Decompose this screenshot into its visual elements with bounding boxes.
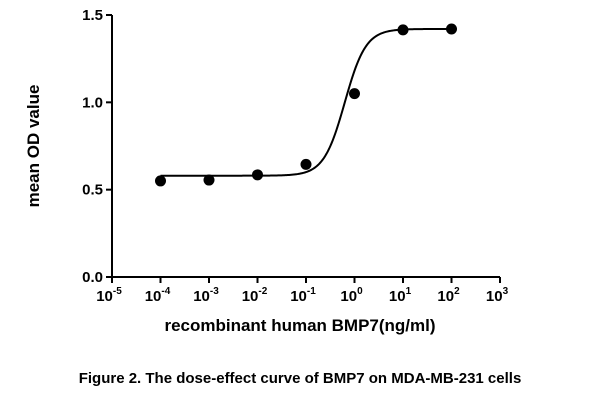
data-point [155,175,166,187]
x-tick-base: 10 [437,288,454,305]
x-tick-base: 10 [389,288,406,305]
x-tick-label: 103 [486,286,509,305]
x-axis-title: recombinant human BMP7(ng/ml) [164,316,435,335]
x-tick-label: 10-2 [242,286,268,305]
y-tick-label: 1.0 [82,94,103,111]
x-tick-label: 101 [389,286,412,305]
x-tick-base: 10 [96,288,113,305]
x-tick-label: 10-3 [193,286,219,305]
x-tick-exponent: 0 [357,286,363,297]
x-tick-base: 10 [145,288,162,305]
data-point [252,169,263,181]
data-point [446,23,457,35]
fit-curve [160,27,452,177]
x-tick-exponent: 1 [406,286,412,297]
x-tick-label: 10-5 [96,286,122,305]
figure-caption: Figure 2. The dose-effect curve of BMP7 … [79,370,522,387]
x-tick-exponent: 3 [503,286,509,297]
y-tick-label: 0.0 [82,269,103,286]
x-tick-label: 100 [340,286,363,305]
x-tick-exponent: -3 [210,286,219,297]
x-tick-exponent: -4 [161,286,170,297]
x-axis: 10-5 10-4 10-3 10-2 10-1 100 101 102 103 recombi… [96,276,509,335]
y-axis-ticks: 0.0 0.5 1.0 1.5 [82,7,112,286]
x-tick-base: 10 [290,288,307,305]
data-point [203,174,215,186]
x-tick-label: 102 [437,286,460,305]
x-tick-exponent: 2 [454,286,460,297]
x-tick-exponent: -5 [113,286,122,297]
x-tick-label: 10-4 [145,286,171,305]
y-axis-title: mean OD value [24,85,43,208]
x-tick-exponent: -2 [258,286,267,297]
x-axis-ticks: 10-5 10-4 10-3 10-2 10-1 100 101 102 103 [96,277,509,305]
x-tick-label: 10-1 [290,286,316,305]
x-tick-exponent: -1 [307,286,316,297]
x-tick-base: 10 [242,288,259,305]
y-axis: 0.0 0.5 1.0 1.5 mean OD value [24,7,113,286]
y-tick-label: 1.5 [82,7,103,24]
x-tick-base: 10 [193,288,210,305]
x-tick-base: 10 [340,288,357,305]
y-tick-label: 0.5 [82,182,103,199]
data-points [155,23,457,187]
data-point [397,24,409,36]
data-point [349,88,360,100]
x-tick-base: 10 [486,288,503,305]
data-point [300,158,312,170]
